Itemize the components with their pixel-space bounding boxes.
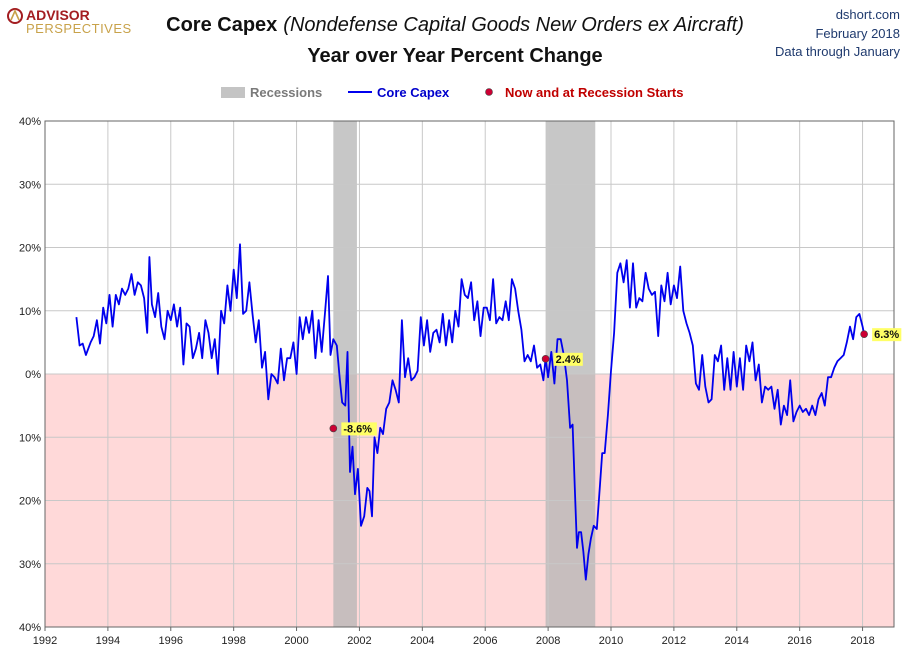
plot-frame bbox=[44, 120, 895, 628]
source-text: dshort.com bbox=[836, 7, 900, 22]
advisor-perspectives-logo: ADVISOR PERSPECTIVES bbox=[7, 7, 132, 36]
legend-recession-swatch bbox=[221, 87, 245, 98]
y-tick-label: 30% bbox=[19, 179, 41, 191]
y-tick-label: 0% bbox=[25, 369, 41, 381]
annotation-label: -8.6% bbox=[343, 423, 372, 435]
x-tick-label: 2006 bbox=[473, 635, 497, 647]
x-tick-label: 2004 bbox=[410, 635, 434, 647]
x-tick-label: 2008 bbox=[536, 635, 560, 647]
data-through-text: Data through January bbox=[775, 44, 901, 59]
x-tick-label: 1998 bbox=[221, 635, 245, 647]
chart-subtitle: Year over Year Percent Change bbox=[307, 45, 602, 67]
x-tick-label: 2012 bbox=[662, 635, 686, 647]
x-tick-label: 2018 bbox=[850, 635, 874, 647]
annotation: -8.6% bbox=[329, 422, 377, 436]
chart-title-italic: (Nondefense Capital Goods New Orders ex … bbox=[283, 14, 744, 36]
annotation-label: 2.4% bbox=[556, 354, 581, 366]
x-tick-label: 2002 bbox=[347, 635, 371, 647]
annotation-label-bg bbox=[553, 352, 583, 366]
x-tick-label: 2016 bbox=[787, 635, 811, 647]
annotation-label-bg bbox=[341, 422, 377, 436]
x-tick-label: 2014 bbox=[725, 635, 749, 647]
legend-marker-swatch bbox=[485, 88, 493, 96]
annotation: 6.3% bbox=[860, 328, 902, 342]
annotation-markers: -8.6% 2.4% 6.3% bbox=[329, 328, 902, 436]
y-tick-label: 10% bbox=[19, 432, 41, 444]
y-axis-ticks: 40% 30% 20% 10% 0% 10% 20% 30% 40% bbox=[19, 116, 41, 634]
logo-bottom-text: PERSPECTIVES bbox=[26, 21, 132, 36]
y-tick-label: 30% bbox=[19, 559, 41, 571]
annotation-label: 6.3% bbox=[874, 329, 899, 341]
legend-recessions-label: Recessions bbox=[250, 85, 322, 100]
x-axis-ticks: 1992 1994 1996 1998 2000 2002 2004 2006 2008 2010… bbox=[33, 627, 875, 647]
y-tick-label: 10% bbox=[19, 306, 41, 318]
legend: Recessions Core Capex Now and at Recessi… bbox=[221, 85, 683, 100]
chart-title-bold: Core Capex bbox=[166, 14, 277, 36]
legend-series-label: Core Capex bbox=[377, 85, 450, 100]
x-tick-label: 1996 bbox=[159, 635, 183, 647]
x-tick-label: 2010 bbox=[599, 635, 623, 647]
logo-top-text: ADVISOR bbox=[26, 7, 90, 23]
x-tick-label: 1992 bbox=[33, 635, 57, 647]
annotation: 2.4% bbox=[541, 352, 583, 366]
chart-title: Core Capex (Nondefense Capital Goods New … bbox=[166, 14, 744, 36]
y-tick-label: 40% bbox=[19, 622, 41, 634]
y-tick-label: 20% bbox=[19, 243, 41, 255]
date-text: February 2018 bbox=[815, 26, 900, 41]
series-layer bbox=[75, 243, 865, 581]
y-tick-label: 20% bbox=[19, 496, 41, 508]
x-tick-label: 2000 bbox=[284, 635, 308, 647]
annotation-marker bbox=[860, 330, 868, 338]
y-tick-label: 40% bbox=[19, 116, 41, 128]
x-tick-label: 1994 bbox=[96, 635, 120, 647]
annotation-marker bbox=[329, 424, 338, 433]
legend-markers-label: Now and at Recession Starts bbox=[505, 85, 683, 100]
core-capex-line bbox=[75, 243, 865, 581]
annotation-label-bg bbox=[872, 328, 902, 342]
annotation-marker bbox=[541, 355, 550, 363]
